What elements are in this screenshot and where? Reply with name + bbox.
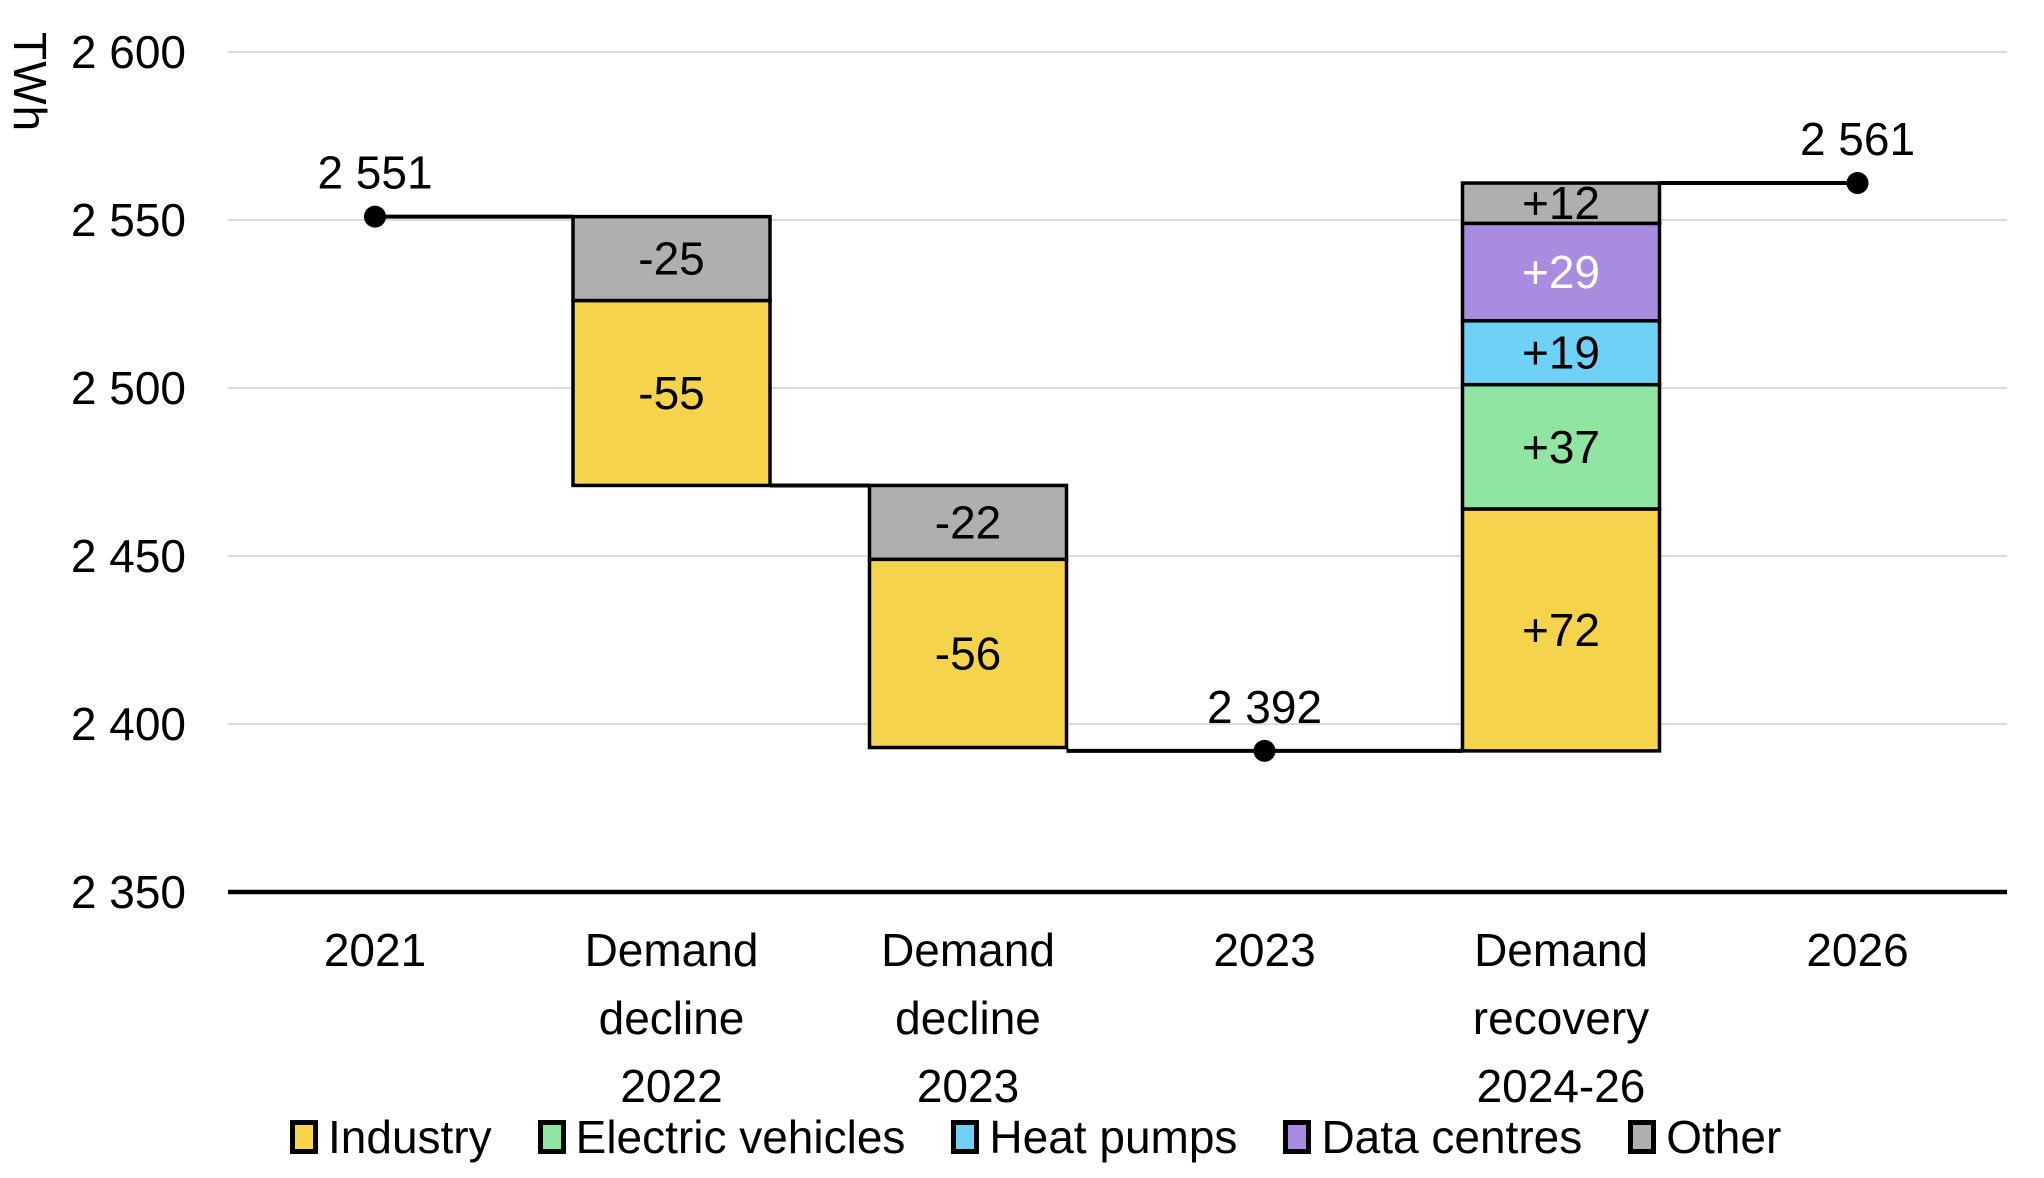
legend-label: Industry [328, 1111, 492, 1163]
legend-label: Other [1666, 1111, 1782, 1163]
legend-item-data-centres: Data centres [1283, 1110, 1582, 1164]
x-axis-label-demand-decline-2022: Demand [585, 924, 759, 976]
y-tick-label: 2 350 [71, 866, 186, 918]
x-axis-label-demand-decline-2023: Demand [881, 924, 1055, 976]
legend-swatch-other [1628, 1120, 1657, 1154]
y-tick-label: 2 500 [71, 362, 186, 414]
x-axis-label-demand-recovery-2024-26: Demand [1474, 924, 1648, 976]
chart-legend: Industry Electric vehicles Heat pumps Data … [290, 1110, 1781, 1164]
legend-swatch-electric-vehicles [537, 1120, 566, 1154]
legend-label: Data centres [1321, 1111, 1583, 1163]
y-tick-label: 2 450 [71, 530, 186, 582]
x-axis-label-demand-decline-2023: 2023 [917, 1060, 1019, 1112]
legend-label: Heat pumps [989, 1111, 1238, 1163]
bar-segment-heat-pumps [1460, 319, 1662, 387]
bar-segment-label: +12 [1522, 177, 1600, 229]
x-axis-label-demand-decline-2023: decline [895, 992, 1041, 1044]
total-value-label: 2 561 [1800, 113, 1915, 165]
legend-swatch-data-centres [1283, 1120, 1312, 1154]
y-tick-label: 2 550 [71, 194, 186, 246]
legend-swatch-industry [290, 1120, 318, 1154]
x-axis-label-demand-recovery-2024-26: recovery [1473, 992, 1649, 1044]
x-axis-label-2023: 2023 [1213, 924, 1315, 976]
x-axis-label-2026: 2026 [1806, 924, 1908, 976]
y-axis-unit-label: TWh [4, 32, 56, 133]
x-axis-label-demand-recovery-2024-26: 2024-26 [1477, 1060, 1646, 1112]
total-value-label: 2 551 [317, 147, 432, 199]
bar-segment-other [867, 483, 1069, 562]
bar-segment-label: +29 [1522, 246, 1600, 298]
bar-segment-label: -22 [935, 496, 1001, 548]
legend-item-other: Other [1628, 1110, 1781, 1164]
x-axis-label-demand-decline-2022: 2022 [620, 1060, 722, 1112]
bar-segment-industry [571, 298, 772, 488]
legend-item-heat-pumps: Heat pumps [951, 1110, 1237, 1164]
legend-label: Electric vehicles [575, 1111, 906, 1163]
bar-segment-label: +19 [1522, 327, 1600, 379]
bar-segment-label: +72 [1522, 604, 1600, 656]
anchor-dot [1846, 172, 1869, 195]
bar-segment-label: -56 [935, 627, 1001, 679]
bar-segment-label: +37 [1522, 421, 1600, 473]
legend-item-industry: Industry [290, 1110, 492, 1164]
bar-segment-label: -25 [638, 233, 704, 285]
legend-swatch-heat-pumps [951, 1120, 980, 1154]
bar-segment-data-centres [1460, 221, 1662, 323]
x-axis-label-demand-decline-2022: decline [599, 992, 745, 1044]
bar-segment-other [1460, 181, 1662, 226]
bar-segment-industry [1460, 507, 1662, 753]
bar-segment-industry [867, 557, 1069, 750]
y-tick-label: 2 400 [71, 698, 186, 750]
legend-item-electric-vehicles: Electric vehicles [537, 1110, 906, 1164]
x-axis-label-2021: 2021 [324, 924, 426, 976]
y-tick-label: 2 600 [71, 26, 186, 78]
bar-segment-label: -55 [638, 367, 704, 419]
total-value-label: 2 392 [1207, 681, 1322, 733]
